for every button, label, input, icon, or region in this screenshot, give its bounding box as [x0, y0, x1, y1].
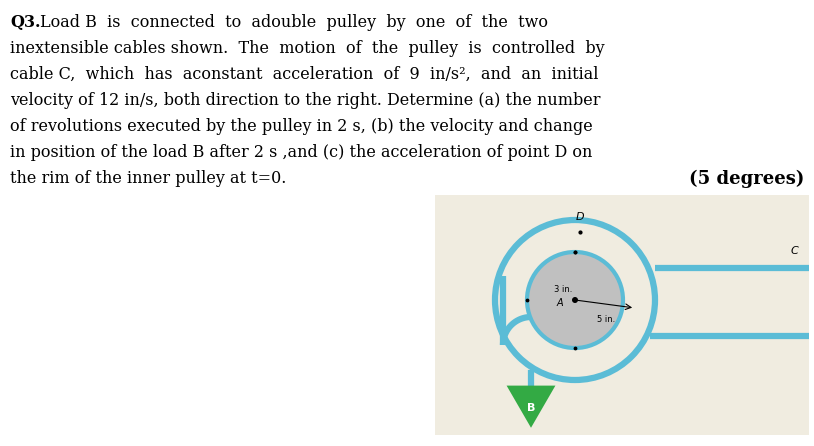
- Polygon shape: [509, 387, 553, 425]
- Text: (5 degrees): (5 degrees): [689, 170, 804, 188]
- Text: 3 in.: 3 in.: [554, 285, 572, 294]
- Text: the rim of the inner pulley at t=0.: the rim of the inner pulley at t=0.: [10, 170, 287, 187]
- Bar: [435, 195, 809, 435]
- Text: Load B  is  connected  to  adouble  pulley  by  one  of  the  two: Load B is connected to adouble pulley by…: [40, 14, 548, 31]
- Text: D: D: [575, 212, 584, 222]
- Text: C: C: [790, 246, 798, 256]
- Text: cable C,  which  has  aconstant  acceleration  of  9  in/s²,  and  an  initial: cable C, which has aconstant acceleratio…: [10, 66, 598, 83]
- Text: velocity of 12 in/s, both direction to the right. Determine (a) the number: velocity of 12 in/s, both direction to t…: [10, 92, 601, 109]
- Text: in position of the load B after 2 s ,and (c) the acceleration of point D on: in position of the load B after 2 s ,and…: [10, 144, 593, 161]
- Circle shape: [527, 252, 623, 348]
- Text: A: A: [557, 298, 563, 308]
- Text: inextensible cables shown.  The  motion  of  the  pulley  is  controlled  by: inextensible cables shown. The motion of…: [10, 40, 605, 57]
- Text: Q3.: Q3.: [10, 14, 41, 31]
- Text: 5 in.: 5 in.: [597, 315, 615, 325]
- Text: of revolutions executed by the pulley in 2 s, (b) the velocity and change: of revolutions executed by the pulley in…: [10, 118, 593, 135]
- Circle shape: [572, 297, 578, 303]
- Text: B: B: [527, 403, 535, 413]
